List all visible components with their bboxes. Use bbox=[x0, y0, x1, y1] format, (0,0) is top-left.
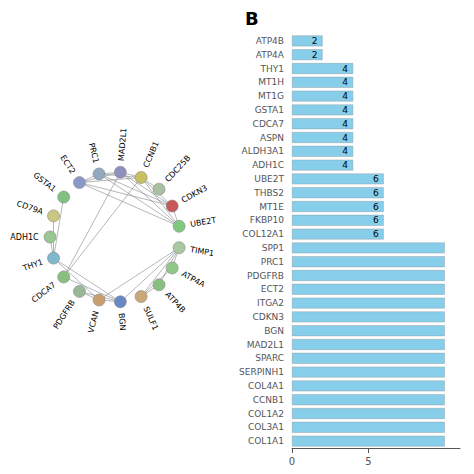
svg-text:VCAN: VCAN bbox=[86, 310, 100, 334]
svg-text:ASPN: ASPN bbox=[260, 133, 284, 143]
svg-text:PDGFRB: PDGFRB bbox=[52, 298, 77, 330]
svg-text:CDCA7: CDCA7 bbox=[30, 280, 58, 304]
svg-text:ATP4B: ATP4B bbox=[256, 36, 284, 46]
svg-text:COL1A2: COL1A2 bbox=[248, 409, 284, 419]
svg-text:SPP1: SPP1 bbox=[262, 243, 284, 253]
svg-text:CDKN3: CDKN3 bbox=[252, 312, 284, 322]
svg-text:GSTA1: GSTA1 bbox=[31, 171, 57, 194]
svg-text:4: 4 bbox=[342, 160, 348, 170]
svg-text:6: 6 bbox=[373, 229, 379, 239]
svg-text:THY1: THY1 bbox=[21, 258, 45, 274]
svg-text:2: 2 bbox=[312, 36, 318, 46]
svg-text:ATP4B: ATP4B bbox=[163, 290, 187, 315]
svg-text:6: 6 bbox=[373, 202, 379, 212]
svg-text:2: 2 bbox=[312, 50, 318, 60]
svg-text:BGN: BGN bbox=[264, 326, 284, 336]
svg-text:COL1A1: COL1A1 bbox=[248, 436, 284, 446]
svg-text:FKBP10: FKBP10 bbox=[250, 215, 284, 225]
svg-text:CD79A: CD79A bbox=[15, 199, 44, 217]
svg-text:ECT2: ECT2 bbox=[261, 284, 284, 294]
svg-text:6: 6 bbox=[373, 188, 379, 198]
svg-text:PRC1: PRC1 bbox=[87, 142, 101, 164]
svg-text:ATP4A: ATP4A bbox=[180, 269, 207, 289]
svg-text:4: 4 bbox=[342, 119, 348, 129]
svg-text:4: 4 bbox=[342, 133, 348, 143]
svg-text:MAD2L1: MAD2L1 bbox=[247, 340, 284, 350]
svg-text:MT1G: MT1G bbox=[258, 91, 284, 101]
svg-text:ATP4A: ATP4A bbox=[256, 50, 285, 60]
svg-text:4: 4 bbox=[342, 105, 348, 115]
svg-text:MT1H: MT1H bbox=[258, 77, 284, 87]
svg-text:COL12A1: COL12A1 bbox=[242, 229, 284, 239]
svg-text:CCNB1: CCNB1 bbox=[142, 140, 161, 169]
svg-text:CDCA7: CDCA7 bbox=[253, 119, 284, 129]
svg-text:ALDH3A1: ALDH3A1 bbox=[242, 146, 284, 156]
svg-text:CDKN3: CDKN3 bbox=[180, 183, 209, 204]
svg-text:ADH1C: ADH1C bbox=[10, 233, 39, 242]
svg-text:GSTA1: GSTA1 bbox=[255, 105, 284, 115]
svg-text:4: 4 bbox=[342, 77, 348, 87]
svg-text:MAD2L1: MAD2L1 bbox=[117, 128, 129, 162]
svg-text:ADH1C: ADH1C bbox=[252, 160, 284, 170]
svg-text:SULF1: SULF1 bbox=[142, 305, 160, 332]
svg-text:THY1: THY1 bbox=[260, 64, 285, 74]
svg-text:5: 5 bbox=[365, 456, 371, 467]
svg-text:SERPINH1: SERPINH1 bbox=[239, 367, 284, 377]
svg-text:MT1E: MT1E bbox=[259, 202, 284, 212]
svg-text:SPARC: SPARC bbox=[255, 353, 284, 363]
svg-text:4: 4 bbox=[342, 91, 348, 101]
svg-text:CDC25B: CDC25B bbox=[163, 154, 192, 184]
svg-text:ITGA2: ITGA2 bbox=[257, 298, 284, 308]
svg-text:COL4A1: COL4A1 bbox=[248, 381, 284, 391]
svg-text:UBE2T: UBE2T bbox=[254, 174, 284, 184]
svg-text:COL3A1: COL3A1 bbox=[248, 422, 284, 432]
svg-text:PRC1: PRC1 bbox=[261, 257, 284, 267]
svg-text:PDGFRB: PDGFRB bbox=[247, 271, 284, 281]
svg-text:4: 4 bbox=[342, 146, 348, 156]
svg-text:CCNB1: CCNB1 bbox=[253, 395, 284, 405]
svg-text:4: 4 bbox=[342, 64, 348, 74]
svg-text:ECT2: ECT2 bbox=[58, 153, 77, 175]
svg-text:6: 6 bbox=[373, 215, 379, 225]
svg-text:THBS2: THBS2 bbox=[253, 188, 284, 198]
svg-text:0: 0 bbox=[289, 456, 295, 467]
svg-text:BGN: BGN bbox=[117, 313, 127, 331]
svg-text:TIMP1: TIMP1 bbox=[189, 245, 215, 258]
svg-text:B: B bbox=[245, 8, 259, 29]
svg-text:UBE2T: UBE2T bbox=[190, 216, 218, 229]
svg-text:6: 6 bbox=[373, 174, 379, 184]
